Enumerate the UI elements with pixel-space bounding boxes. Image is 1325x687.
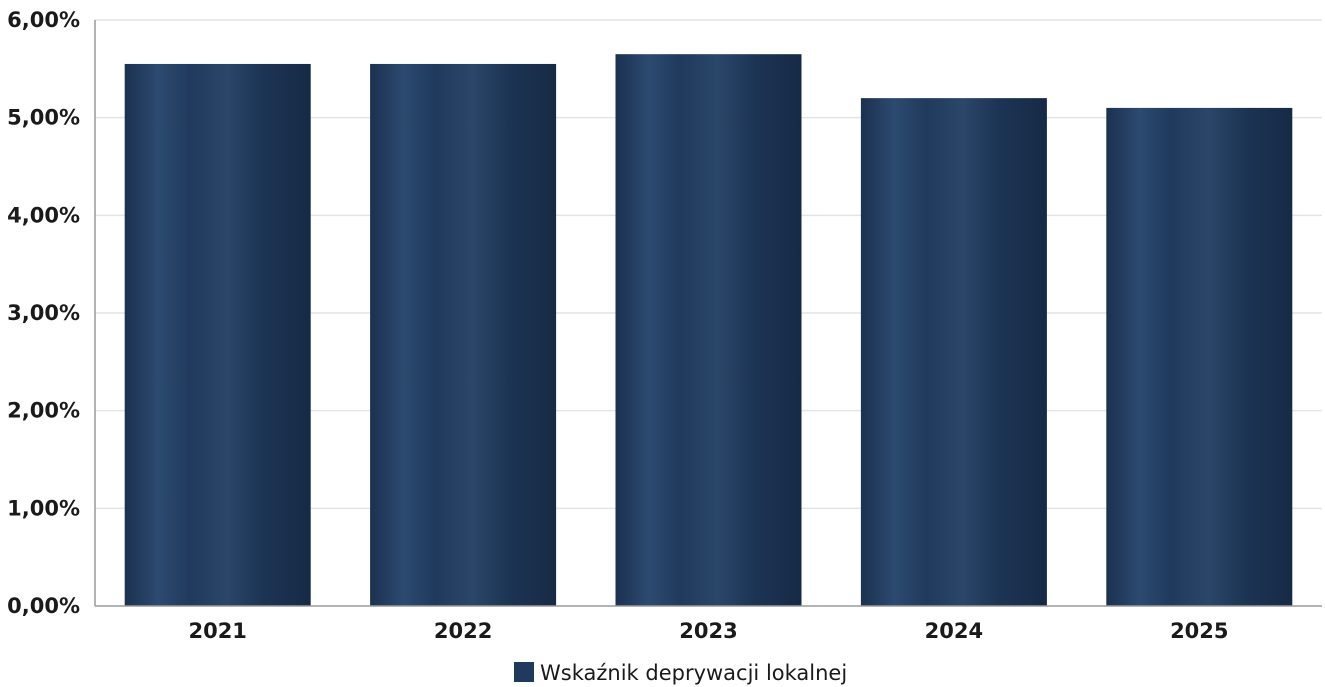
y-tick-label: 0,00% <box>7 594 80 618</box>
y-tick-label: 4,00% <box>7 203 80 227</box>
legend-label: Wskaźnik deprywacji lokalnej <box>540 661 847 685</box>
axes <box>94 20 1322 607</box>
bars <box>124 54 1293 607</box>
bar-2024 <box>860 98 1047 606</box>
bar-2022 <box>370 63 557 606</box>
y-axis-tick-labels: 0,00% 1,00% 2,00% 3,00% 4,00% 5,00% 6,00% <box>7 8 80 618</box>
x-axis-tick-labels: 2021 2022 2023 2024 2025 <box>188 619 1228 643</box>
bar-2023 <box>615 54 802 606</box>
y-tick-label: 6,00% <box>7 8 80 32</box>
x-tick-label: 2021 <box>188 619 246 643</box>
x-tick-label: 2023 <box>679 619 737 643</box>
y-tick-label: 2,00% <box>7 399 80 423</box>
x-tick-label: 2022 <box>434 619 492 643</box>
y-tick-label: 3,00% <box>7 301 80 325</box>
legend-swatch <box>514 662 534 682</box>
x-tick-label: 2025 <box>1170 619 1228 643</box>
y-tick-label: 1,00% <box>7 496 80 520</box>
bar-2025 <box>1106 107 1293 607</box>
bar-2021 <box>124 63 311 606</box>
y-tick-label: 5,00% <box>7 106 80 130</box>
legend: Wskaźnik deprywacji lokalnej <box>514 661 847 685</box>
x-tick-label: 2024 <box>925 619 983 643</box>
